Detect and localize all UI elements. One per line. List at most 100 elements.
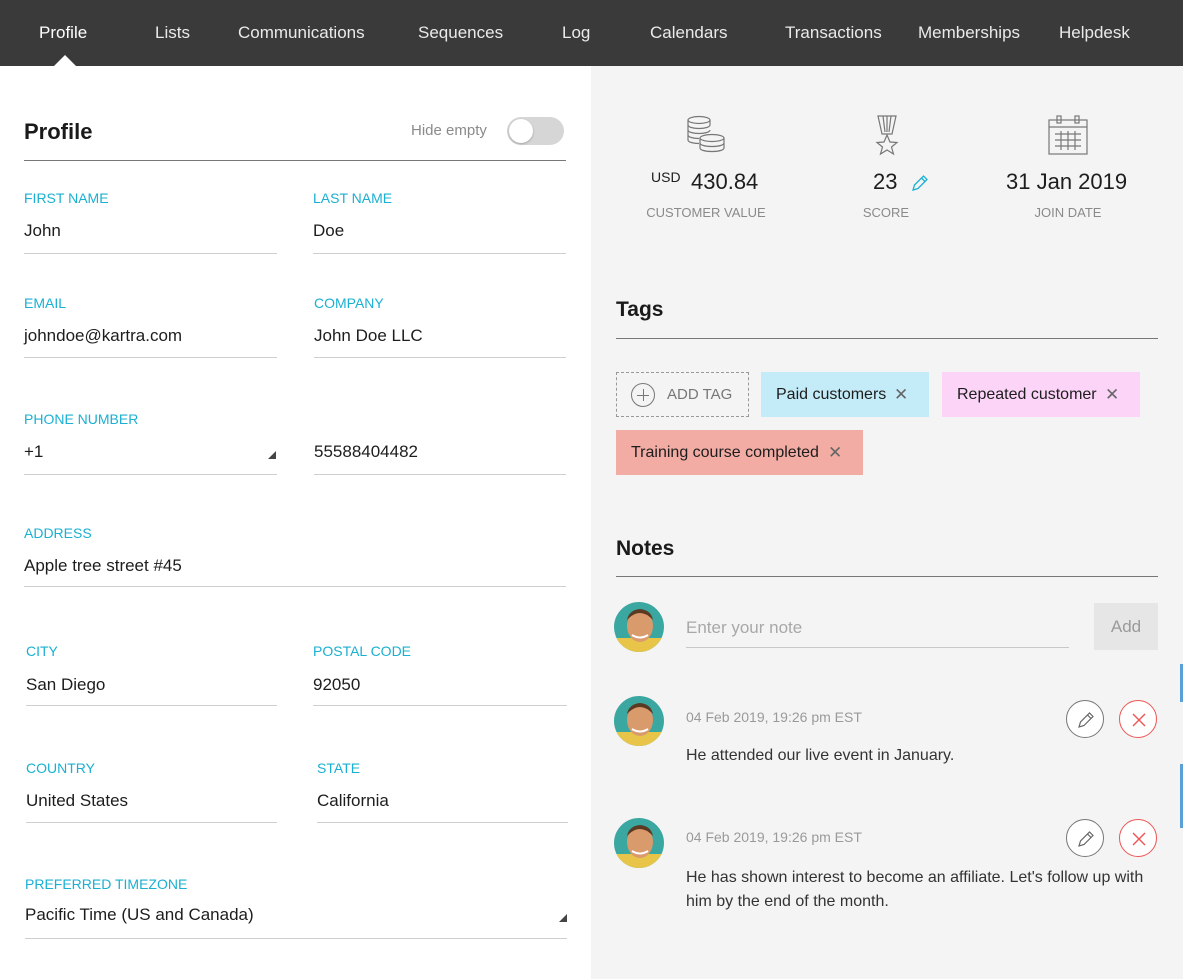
calendar-icon xyxy=(1048,115,1088,155)
note-text: He attended our live event in January. xyxy=(686,747,955,764)
tab-communications[interactable]: Communications xyxy=(238,23,365,42)
tag-chip: Repeated customer ✕ xyxy=(942,372,1140,417)
phone-label: PHONE NUMBER xyxy=(24,411,139,427)
profile-title: Profile xyxy=(24,119,93,144)
country-underline xyxy=(26,822,277,823)
score-value: 23 xyxy=(873,169,898,194)
postal-code-field[interactable]: 92050 xyxy=(313,675,361,694)
country-label: COUNTRY xyxy=(26,760,95,776)
profile-panel xyxy=(0,66,591,979)
avatar xyxy=(614,696,664,746)
tab-calendars[interactable]: Calendars xyxy=(650,23,728,42)
tag-chip: Training course completed ✕ xyxy=(616,430,863,475)
email-field[interactable]: johndoe@kartra.com xyxy=(24,326,183,345)
notes-divider xyxy=(616,576,1158,577)
remove-tag-icon[interactable]: ✕ xyxy=(1105,385,1120,404)
note-timestamp: 04 Feb 2019, 19:26 pm EST xyxy=(686,829,862,845)
tag-label: Paid customers xyxy=(776,386,887,403)
note-timestamp: 04 Feb 2019, 19:26 pm EST xyxy=(686,709,862,725)
score-label: SCORE xyxy=(862,205,910,220)
tab-transactions[interactable]: Transactions xyxy=(785,23,882,42)
top-nav: Profile Lists Communications Sequences L… xyxy=(0,0,1183,66)
state-underline xyxy=(317,822,568,823)
email-label: EMAIL xyxy=(24,295,67,311)
city-underline xyxy=(26,705,277,706)
edit-score-icon[interactable] xyxy=(910,173,930,193)
scrollbar-thumb[interactable] xyxy=(1180,764,1183,828)
company-field[interactable]: John Doe LLC xyxy=(314,326,423,345)
postal-code-underline xyxy=(313,705,567,706)
join-date-label: JOIN DATE xyxy=(1034,205,1102,220)
customer-value: 430.84 xyxy=(691,169,759,194)
company-underline xyxy=(314,357,566,358)
delete-note-button[interactable] xyxy=(1119,700,1157,738)
join-date-value: 31 Jan 2019 xyxy=(1006,169,1128,194)
remove-tag-icon[interactable]: ✕ xyxy=(828,443,843,462)
edit-note-button[interactable] xyxy=(1066,819,1104,857)
tag-chip: Paid customers ✕ xyxy=(761,372,929,417)
pencil-icon xyxy=(1078,831,1094,847)
address-underline xyxy=(24,586,566,587)
tags-divider xyxy=(616,338,1158,339)
hide-empty-label: Hide empty xyxy=(411,122,487,139)
address-label: ADDRESS xyxy=(24,525,92,541)
avatar xyxy=(614,602,664,652)
country-field[interactable]: United States xyxy=(26,791,129,810)
plus-circle-icon xyxy=(631,383,655,407)
tab-sequences[interactable]: Sequences xyxy=(418,23,504,42)
timezone-label: PREFERRED TIMEZONE xyxy=(25,876,188,892)
tab-memberships[interactable]: Memberships xyxy=(918,23,1021,42)
first-name-label: FIRST NAME xyxy=(24,190,109,206)
phone-number-field[interactable]: 55588404482 xyxy=(314,442,419,461)
last-name-label: LAST NAME xyxy=(313,190,393,206)
first-name-field[interactable]: John xyxy=(24,221,61,240)
coins-icon xyxy=(687,115,725,153)
phone-number-underline xyxy=(314,474,566,475)
remove-tag-icon[interactable]: ✕ xyxy=(894,385,909,404)
currency-label: USD xyxy=(651,169,681,185)
tab-lists[interactable]: Lists xyxy=(155,23,190,42)
close-icon xyxy=(1132,832,1146,846)
address-field[interactable]: Apple tree street #45 xyxy=(24,556,182,575)
medal-icon xyxy=(875,115,899,156)
state-field[interactable]: California xyxy=(317,791,389,810)
tag-label: Repeated customer xyxy=(957,386,1097,403)
tags-title: Tags xyxy=(616,298,664,321)
hide-empty-toggle[interactable] xyxy=(507,117,564,145)
close-icon xyxy=(1132,713,1146,727)
note-text: He has shown interest to become an affil… xyxy=(686,869,1144,910)
tab-log[interactable]: Log xyxy=(562,23,591,42)
email-underline xyxy=(24,357,277,358)
state-label: STATE xyxy=(317,760,361,776)
pencil-icon xyxy=(1078,712,1094,728)
toggle-knob xyxy=(509,119,533,143)
add-tag-label: ADD TAG xyxy=(667,386,733,403)
phone-code-select[interactable]: +1 xyxy=(24,442,44,461)
phone-code-underline xyxy=(24,474,277,475)
tab-helpdesk[interactable]: Helpdesk xyxy=(1059,23,1130,42)
company-label: COMPANY xyxy=(314,295,384,311)
customer-value-label: CUSTOMER VALUE xyxy=(646,205,766,220)
dropdown-arrow-icon[interactable] xyxy=(559,914,567,922)
tag-label: Training course completed xyxy=(631,444,819,461)
active-tab-indicator xyxy=(54,55,76,66)
timezone-underline xyxy=(25,938,567,939)
postal-code-label: POSTAL CODE xyxy=(313,643,412,659)
note-input[interactable] xyxy=(686,608,1069,648)
avatar xyxy=(614,818,664,868)
last-name-underline xyxy=(313,253,566,254)
delete-note-button[interactable] xyxy=(1119,819,1157,857)
last-name-field[interactable]: Doe xyxy=(313,221,345,240)
scrollbar-thumb[interactable] xyxy=(1180,664,1183,702)
edit-note-button[interactable] xyxy=(1066,700,1104,738)
add-tag-button[interactable]: ADD TAG xyxy=(616,372,749,417)
notes-title: Notes xyxy=(616,537,675,560)
tab-profile[interactable]: Profile xyxy=(39,23,88,42)
timezone-select[interactable]: Pacific Time (US and Canada) xyxy=(25,905,254,924)
city-label: CITY xyxy=(26,643,58,659)
city-field[interactable]: San Diego xyxy=(26,675,106,694)
first-name-underline xyxy=(24,253,277,254)
add-note-button[interactable]: Add xyxy=(1094,603,1158,650)
profile-divider xyxy=(24,160,566,161)
dropdown-arrow-icon[interactable] xyxy=(268,451,276,459)
